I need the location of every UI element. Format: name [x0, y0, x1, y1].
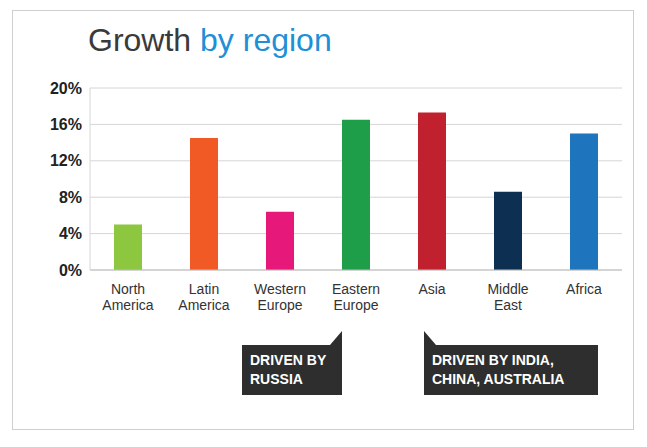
svg-text:Africa: Africa	[566, 281, 602, 297]
svg-text:WesternEurope: WesternEurope	[254, 281, 306, 313]
html-text:Growth by region: Growth by region	[88, 22, 332, 58]
svg-text:NorthAmerica: NorthAmerica	[102, 281, 154, 313]
svg-text:MiddleEast: MiddleEast	[487, 281, 528, 313]
svg-text:16%: 16%	[50, 116, 82, 133]
svg-text:LatinAmerica: LatinAmerica	[178, 281, 230, 313]
svg-text:0%: 0%	[59, 262, 82, 279]
svg-text:Asia: Asia	[418, 281, 445, 297]
svg-text:4%: 4%	[59, 225, 82, 242]
svg-text:12%: 12%	[50, 152, 82, 169]
svg-text:EasternEurope: EasternEurope	[332, 281, 380, 313]
html-text:DRIVEN BY RUSSIA: DRIVEN BY RUSSIA	[250, 352, 327, 387]
svg-text:20%: 20%	[50, 80, 82, 97]
html-text:DRIVEN BY INDIA, CHINA, AUSTRA: DRIVEN BY INDIA, CHINA, AUSTRALIA	[432, 352, 565, 387]
svg-text:8%: 8%	[59, 189, 82, 206]
